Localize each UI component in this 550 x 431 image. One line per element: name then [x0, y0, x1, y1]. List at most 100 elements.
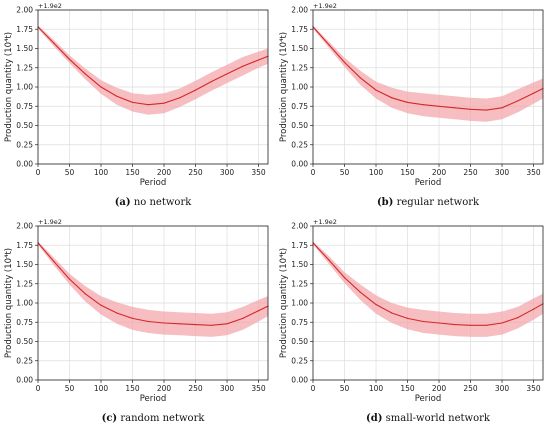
x-tick-label: 50	[65, 168, 75, 177]
x-tick-label: 100	[369, 384, 384, 393]
data-point	[147, 104, 149, 106]
data-point	[68, 58, 71, 60]
axis-offset-label: +1.9e2	[38, 2, 62, 10]
y-tick-label: 2.00	[16, 6, 33, 15]
x-axis-label: Period	[140, 178, 167, 188]
y-tick-label: 0.00	[291, 376, 308, 385]
data-point	[343, 61, 346, 64]
x-tick-label: 0	[311, 384, 316, 393]
mean-line	[37, 26, 269, 106]
x-tick-label: 200	[432, 168, 447, 177]
confidence-band	[38, 241, 268, 337]
chart-panel-a: 0.00 0.25 0.50 0.75 1.00 1.25 1.50 1.75 2.00 0 50 1…	[4, 2, 269, 208]
x-tick-label: 350	[526, 168, 541, 177]
data-point	[438, 322, 440, 324]
y-tick-label: 0.25	[291, 140, 308, 149]
y-tick-label: 1.25	[291, 279, 308, 288]
data-point	[53, 42, 55, 44]
data-point	[406, 317, 409, 319]
caption-letter: (b)	[377, 197, 393, 208]
y-axis-label: Production quantity (10⁴t)	[4, 32, 14, 142]
data-point	[454, 324, 456, 326]
data-point	[501, 107, 503, 109]
data-point	[53, 260, 55, 262]
axis-offset-label: +1.9e2	[38, 218, 62, 226]
data-point	[210, 81, 212, 83]
data-point	[100, 86, 102, 88]
y-tick-label: 1.00	[291, 299, 308, 308]
y-axis-label: Production quantity (10⁴t)	[279, 32, 289, 142]
data-point	[131, 101, 134, 103]
x-tick-label: 0	[36, 168, 41, 177]
data-point	[84, 293, 86, 295]
data-point	[485, 109, 487, 111]
x-tick-label: 0	[311, 168, 316, 177]
caption-text: regular network	[397, 197, 480, 208]
y-tick-label: 1.75	[16, 241, 33, 250]
data-point	[517, 100, 519, 102]
x-tick-label: 200	[157, 384, 172, 393]
y-tick-label: 1.75	[16, 25, 33, 34]
data-point	[501, 322, 503, 324]
data-point	[391, 97, 393, 99]
data-point	[328, 44, 330, 46]
data-point	[100, 304, 102, 306]
y-tick-label: 1.75	[291, 25, 308, 34]
x-tick-label: 100	[369, 168, 384, 177]
data-point	[242, 65, 244, 67]
confidence-band	[313, 241, 543, 337]
figure-caption: (c) random network	[102, 413, 206, 424]
y-tick-label: 0.50	[291, 337, 308, 346]
x-tick-label: 0	[36, 384, 41, 393]
data-point	[116, 95, 118, 97]
chart-panel-d: 0.00 0.25 0.50 0.75 1.00 1.25 1.50 1.75 2.00 0 50 1…	[279, 218, 544, 424]
data-point	[194, 89, 197, 91]
y-tick-label: 2.00	[291, 222, 308, 231]
caption-letter: (d)	[366, 413, 382, 424]
x-tick-label: 300	[220, 168, 235, 177]
y-tick-label: 0.50	[16, 121, 33, 130]
y-tick-label: 0.25	[16, 356, 33, 365]
y-tick-label: 1.00	[16, 299, 33, 308]
x-tick-label: 50	[65, 384, 75, 393]
y-tick-label: 0.50	[16, 337, 33, 346]
y-tick-label: 0.75	[16, 102, 33, 111]
data-point	[375, 89, 377, 91]
x-tick-label: 150	[125, 384, 140, 393]
chart-panel-b: 0.00 0.25 0.50 0.75 1.00 1.25 1.50 1.75 2.00 0 50 1…	[279, 2, 544, 208]
mean-line	[312, 26, 544, 111]
data-point	[343, 277, 346, 279]
x-tick-label: 250	[188, 384, 203, 393]
data-point	[454, 107, 456, 109]
data-point	[422, 320, 424, 323]
y-tick-label: 1.00	[16, 83, 33, 92]
data-point	[226, 73, 228, 75]
y-tick-label: 1.75	[291, 241, 308, 250]
data-point	[163, 102, 165, 104]
figure-caption: (a) no network	[115, 197, 193, 208]
data-point	[257, 59, 260, 61]
x-axis-label: Period	[415, 178, 442, 188]
x-tick-label: 300	[220, 384, 235, 393]
y-tick-label: 1.50	[16, 260, 33, 269]
y-tick-label: 1.25	[16, 63, 33, 72]
x-tick-label: 300	[495, 384, 510, 393]
data-point	[532, 308, 535, 310]
data-point	[210, 324, 212, 326]
axis-offset-label: +1.9e2	[313, 2, 337, 10]
axis-offset-label: +1.9e2	[313, 218, 337, 226]
x-tick-label: 350	[251, 384, 266, 393]
chart-panel-c: 0.00 0.25 0.50 0.75 1.00 1.25 1.50 1.75 2.00 0 50 1…	[4, 218, 269, 424]
data-point	[194, 324, 197, 326]
x-tick-label: 300	[495, 168, 510, 177]
y-tick-label: 0.50	[291, 121, 308, 130]
data-point	[391, 312, 393, 314]
data-point	[163, 322, 165, 324]
y-tick-label: 2.00	[16, 222, 33, 231]
x-tick-label: 250	[463, 168, 478, 177]
y-axis-label: Production quantity (10⁴t)	[279, 248, 289, 358]
x-tick-label: 150	[400, 384, 415, 393]
y-tick-label: 0.75	[16, 318, 33, 327]
x-tick-label: 250	[463, 384, 478, 393]
x-tick-label: 150	[400, 168, 415, 177]
